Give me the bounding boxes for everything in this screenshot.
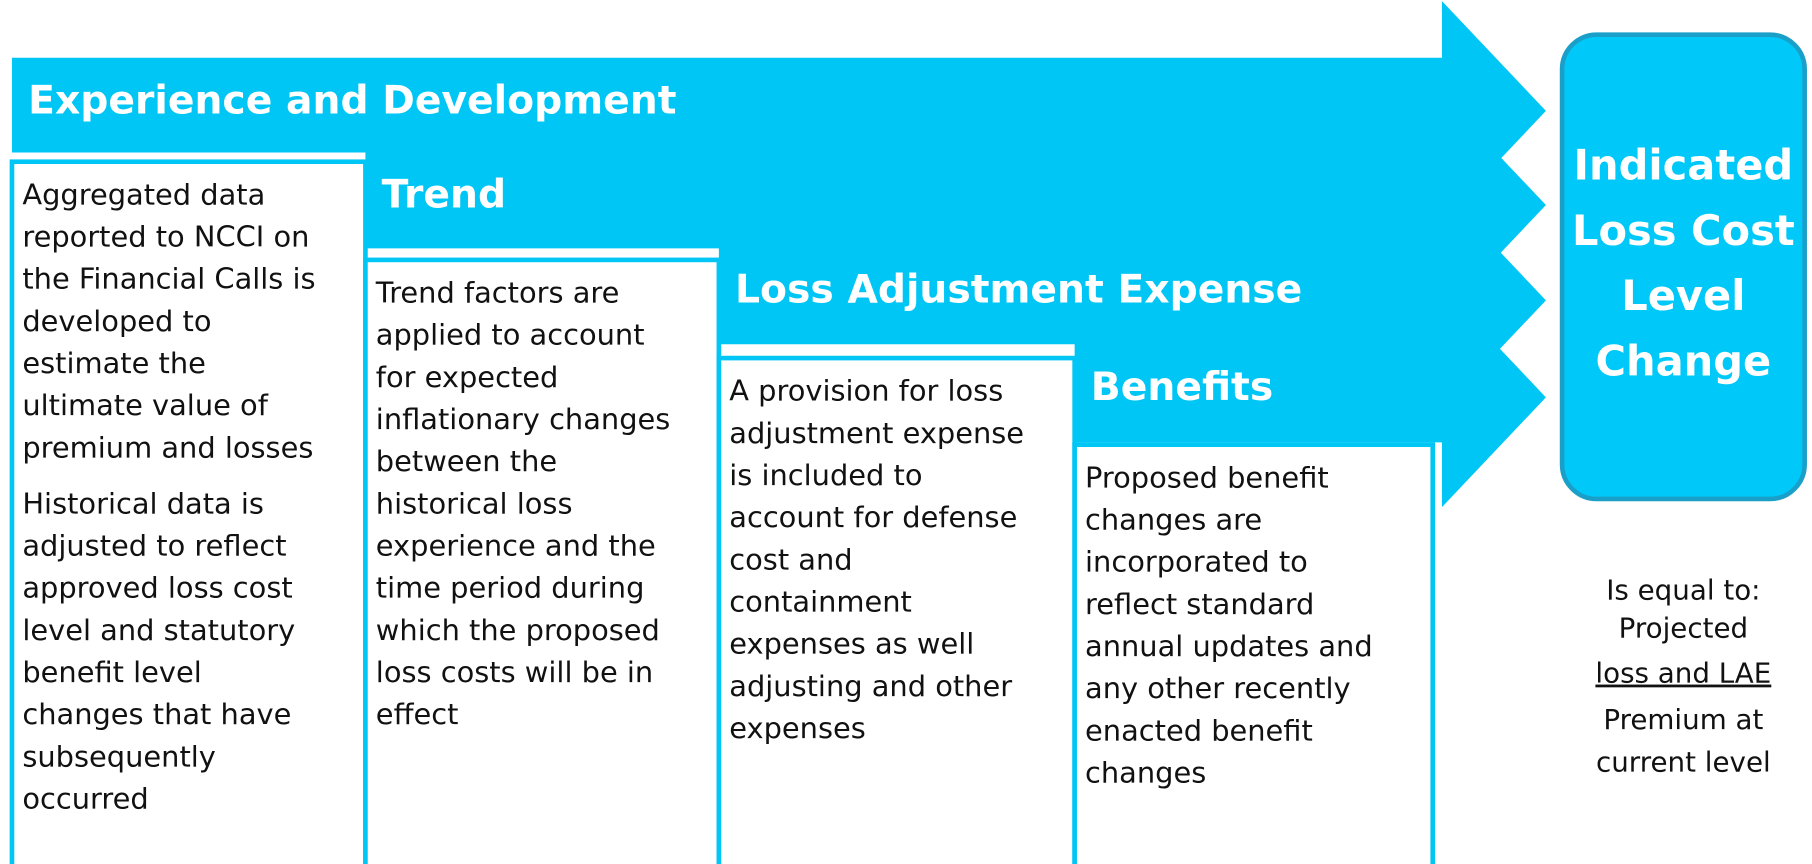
stage-text: benefit level bbox=[22, 655, 201, 689]
stage-text: reported to NCCI on bbox=[22, 220, 309, 254]
stage-arrow bbox=[718, 190, 1546, 411]
stage-text: approved loss cost bbox=[22, 571, 292, 605]
stage-text: cost and bbox=[729, 542, 852, 576]
stage-text: Aggregated data bbox=[22, 177, 265, 211]
stage-text: effect bbox=[376, 697, 459, 731]
stage-text: ultimate value of bbox=[22, 388, 268, 422]
stage-text: which the proposed bbox=[376, 613, 660, 647]
stage-text: adjusted to reflect bbox=[22, 529, 286, 563]
stage-text: time period during bbox=[376, 571, 645, 605]
stage-text: between the bbox=[376, 444, 557, 478]
stage-text: the Financial Calls is bbox=[22, 262, 315, 296]
stage-text: changes bbox=[1085, 755, 1206, 789]
formula-text: current level bbox=[1596, 746, 1771, 779]
stage-text: estimate the bbox=[22, 346, 206, 380]
stage-arrow bbox=[1074, 287, 1546, 508]
stage-box bbox=[9, 159, 368, 864]
stage-text: Proposed benefit bbox=[1085, 460, 1329, 494]
stage-text: Historical data is bbox=[22, 486, 264, 520]
result-title: Level bbox=[1621, 271, 1745, 320]
stage-text: for expected bbox=[376, 360, 559, 394]
stage-text: historical loss bbox=[376, 486, 573, 520]
stage-text: incorporated to bbox=[1085, 545, 1308, 579]
formula-text: Projected bbox=[1619, 612, 1749, 645]
stage-text: subsequently bbox=[22, 739, 216, 773]
stage-text: reflect standard bbox=[1085, 587, 1314, 621]
stage-text: loss costs will be in bbox=[376, 655, 653, 689]
stage-arrow bbox=[365, 95, 1546, 315]
stage-text: applied to account bbox=[376, 318, 645, 352]
stage-box bbox=[1072, 442, 1436, 864]
formula-text: Premium at bbox=[1603, 703, 1763, 736]
stage-title: Benefits bbox=[1091, 365, 1273, 410]
result-title: Loss Cost bbox=[1572, 206, 1795, 255]
stage-text: any other recently bbox=[1085, 671, 1351, 705]
stage-text: expenses as well bbox=[729, 627, 974, 661]
stage-text: annual updates and bbox=[1085, 629, 1373, 663]
result-title: Indicated bbox=[1574, 141, 1794, 190]
result-box bbox=[1559, 32, 1807, 502]
result-note: Is equal to: bbox=[1606, 573, 1760, 606]
stage-text: adjusting and other bbox=[729, 669, 1012, 703]
stage-title: Experience and Development bbox=[28, 78, 676, 123]
stage-title: Loss Adjustment Expense bbox=[735, 268, 1302, 313]
stage-text: premium and losses bbox=[22, 430, 313, 464]
stage-arrow bbox=[11, 1, 1546, 221]
stage-title: Trend bbox=[382, 172, 507, 217]
stage-text: changes are bbox=[1085, 503, 1262, 537]
stage-text: developed to bbox=[22, 304, 211, 338]
stage-box bbox=[716, 355, 1077, 864]
stage-text: A provision for loss bbox=[729, 374, 1003, 408]
stage-text: adjustment expense bbox=[729, 416, 1024, 450]
stage-text: is included to bbox=[729, 458, 922, 492]
stage-text: account for defense bbox=[729, 500, 1017, 534]
stage-text: occurred bbox=[22, 781, 148, 815]
result-title: Change bbox=[1596, 336, 1772, 385]
stage-text: containment bbox=[729, 585, 912, 619]
formula-text: loss and LAE bbox=[1595, 657, 1771, 690]
stage-text: inflationary changes bbox=[376, 402, 671, 436]
stage-text: level and statutory bbox=[22, 613, 295, 647]
stage-text: expenses bbox=[729, 711, 866, 745]
stage-text: Trend factors are bbox=[375, 276, 620, 310]
stage-text: enacted benefit bbox=[1085, 713, 1313, 747]
stage-text: changes that have bbox=[22, 697, 291, 731]
stage-box bbox=[363, 257, 722, 864]
stage-text: experience and the bbox=[376, 529, 656, 563]
